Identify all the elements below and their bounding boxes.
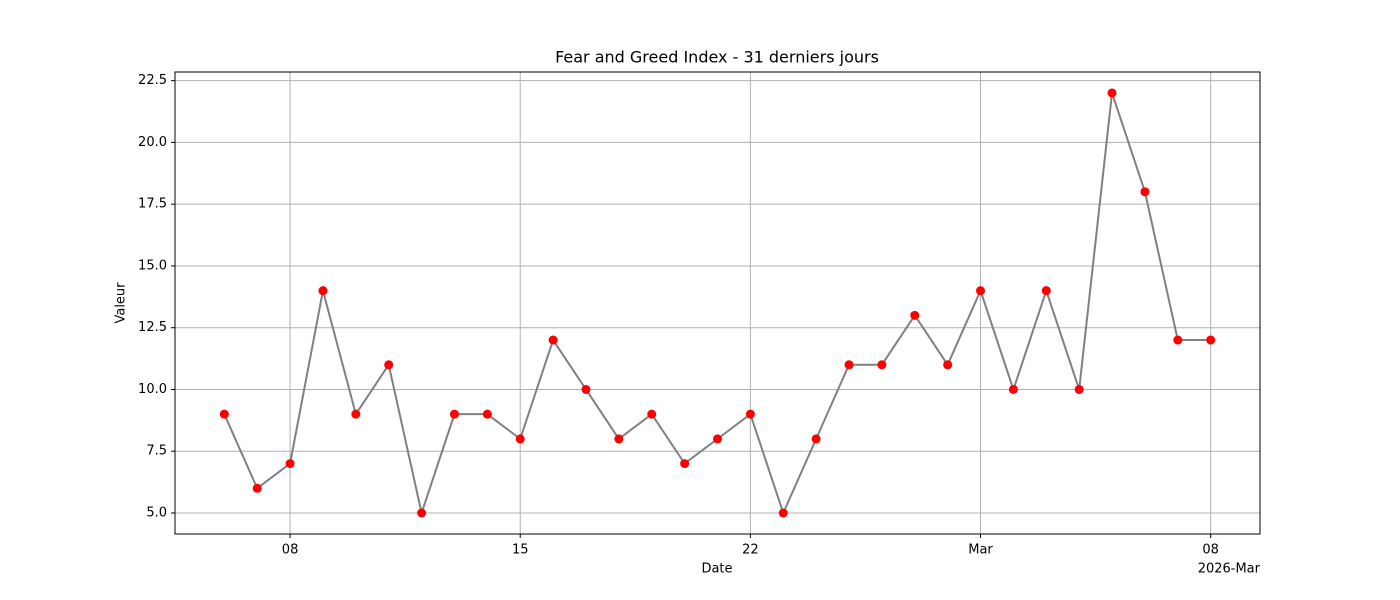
- marker: [1206, 335, 1216, 345]
- marker: [219, 409, 229, 419]
- marker: [449, 409, 459, 419]
- marker: [614, 434, 624, 444]
- line: [223, 92, 1211, 517]
- marker: [844, 360, 854, 370]
- marker: [1173, 335, 1183, 345]
- x-tick-label: 15: [512, 543, 529, 558]
- marker: [877, 360, 887, 370]
- marker: [384, 360, 394, 370]
- marker: [285, 459, 295, 469]
- y-tick-label: 22.5: [138, 73, 167, 88]
- x-offset-label: 2026-Mar: [1198, 562, 1261, 577]
- y-axis-label: Valeur: [114, 282, 129, 324]
- y-tick-label: 5.0: [146, 506, 167, 521]
- marker: [252, 483, 262, 493]
- marker: [680, 459, 690, 469]
- marker: [976, 286, 986, 296]
- marker: [417, 508, 427, 518]
- marker: [548, 335, 558, 345]
- marker: [1008, 384, 1018, 394]
- x-tick-label: Mar: [968, 543, 993, 558]
- marker: [1041, 286, 1051, 296]
- x-tick-label: 08: [1202, 543, 1219, 558]
- marker: [515, 434, 525, 444]
- x-tick-label: 22: [742, 543, 759, 558]
- marker: [1140, 187, 1150, 197]
- chart-title: Fear and Greed Index - 31 derniers jours: [555, 48, 879, 67]
- x-tick-label: 08: [282, 543, 299, 558]
- marker: [811, 434, 821, 444]
- marker: [713, 434, 722, 444]
- marker: [1074, 384, 1084, 394]
- y-tick-label: 7.5: [146, 444, 167, 459]
- y-tick-label: 15.0: [138, 258, 167, 273]
- marker: [1107, 88, 1117, 98]
- marker: [943, 360, 953, 370]
- y-tick-label: 12.5: [138, 320, 167, 335]
- marker: [778, 508, 788, 518]
- marker: [581, 384, 591, 394]
- marker: [482, 409, 492, 419]
- plot-frame: [174, 71, 1261, 535]
- y-tick-label: 10.0: [138, 382, 167, 397]
- y-tick-label: 17.5: [138, 197, 167, 212]
- y-tick-label: 20.0: [138, 135, 167, 150]
- marker: [318, 286, 328, 296]
- marker: [351, 409, 361, 419]
- marker: [647, 409, 657, 419]
- marker: [745, 409, 755, 419]
- marker: [910, 310, 920, 320]
- x-axis-label: Date: [701, 562, 732, 577]
